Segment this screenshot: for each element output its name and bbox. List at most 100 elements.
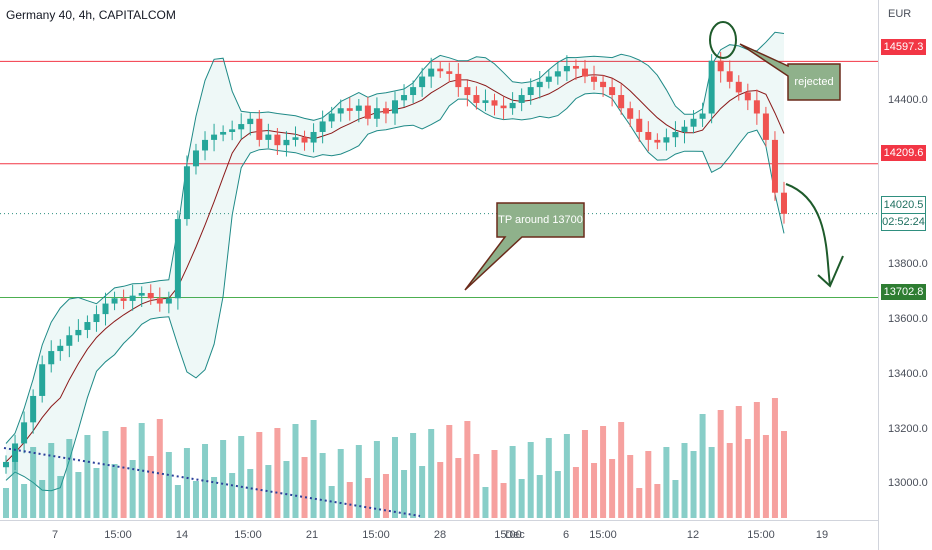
candle-body-26 bbox=[238, 124, 245, 130]
volume-bar-69 bbox=[627, 455, 634, 518]
volume-bar-64 bbox=[581, 430, 588, 518]
candle-body-39 bbox=[355, 105, 362, 111]
candle-body-86 bbox=[781, 192, 787, 214]
y-tick-13400: 13400.0 bbox=[888, 368, 928, 380]
volume-bar-36 bbox=[328, 486, 335, 518]
candle-body-18 bbox=[165, 298, 172, 304]
volume-bar-84 bbox=[762, 435, 769, 518]
volume-bar-80 bbox=[726, 443, 733, 518]
volume-bar-45 bbox=[410, 433, 417, 518]
candle-body-36 bbox=[328, 113, 335, 122]
candle-body-84 bbox=[762, 113, 769, 140]
candle-body-82 bbox=[744, 92, 751, 101]
candle-body-4 bbox=[39, 364, 46, 396]
volume-bar-85 bbox=[771, 398, 778, 518]
volume-bar-37 bbox=[337, 449, 344, 518]
y-tick-13200: 13200.0 bbox=[888, 423, 928, 435]
x-tick-19: 19 bbox=[815, 529, 829, 541]
candle-body-3 bbox=[30, 395, 37, 423]
candle-body-10 bbox=[93, 314, 100, 323]
candle-body-58 bbox=[527, 87, 534, 96]
volume-bar-82 bbox=[744, 439, 751, 518]
candle-body-81 bbox=[735, 81, 742, 93]
candle-body-48 bbox=[437, 68, 444, 72]
volume-bar-18 bbox=[165, 452, 172, 518]
volume-bar-42 bbox=[382, 474, 389, 518]
volume-bar-78 bbox=[708, 447, 715, 518]
volume-bar-35 bbox=[319, 453, 326, 518]
volume-bar-57 bbox=[518, 479, 525, 518]
tp-label: TP around 13700 bbox=[498, 214, 583, 226]
candle-body-66 bbox=[600, 81, 607, 88]
volume-bar-47 bbox=[428, 429, 435, 518]
volume-bar-30 bbox=[274, 428, 281, 518]
y-tick-13600: 13600.0 bbox=[888, 313, 928, 325]
x-tick-1500-e: 15:00 bbox=[589, 529, 617, 541]
trend-dotted-line bbox=[3, 447, 421, 517]
volume-bar-4 bbox=[39, 480, 46, 518]
candle-body-53 bbox=[482, 100, 489, 103]
candle-body-31 bbox=[283, 139, 290, 146]
volume-bar-13 bbox=[120, 427, 127, 518]
x-tick-6: 6 bbox=[562, 529, 570, 541]
candle-body-25 bbox=[229, 129, 236, 132]
volume-bar-71 bbox=[645, 451, 652, 518]
candle-body-0 bbox=[3, 461, 9, 468]
candle-body-29 bbox=[265, 134, 272, 140]
volume-bar-55 bbox=[500, 483, 507, 518]
volume-bar-44 bbox=[401, 470, 408, 518]
volume-bar-65 bbox=[591, 463, 598, 518]
volume-bar-8 bbox=[75, 472, 82, 518]
volume-bar-74 bbox=[672, 480, 679, 518]
candle-body-64 bbox=[581, 68, 588, 77]
volume-bar-22 bbox=[202, 444, 209, 518]
candle-body-19 bbox=[174, 219, 181, 299]
volume-bar-17 bbox=[156, 419, 163, 518]
volume-bar-46 bbox=[419, 466, 426, 518]
y-tick-13800: 13800.0 bbox=[888, 258, 928, 270]
volume-bar-53 bbox=[482, 487, 489, 518]
candle-body-23 bbox=[211, 134, 218, 140]
candle-body-49 bbox=[446, 71, 453, 74]
volume-bar-19 bbox=[174, 485, 181, 518]
candle-body-40 bbox=[364, 105, 371, 119]
volume-bar-16 bbox=[147, 456, 154, 518]
candle-body-37 bbox=[337, 108, 344, 114]
volume-bar-21 bbox=[192, 481, 199, 518]
candle-body-50 bbox=[455, 73, 462, 88]
candle-body-77 bbox=[699, 113, 706, 119]
candle-body-9 bbox=[84, 322, 91, 330]
volume-bar-83 bbox=[753, 402, 760, 518]
volume-bar-32 bbox=[292, 424, 299, 518]
candle-body-13 bbox=[120, 298, 127, 301]
volume-bar-52 bbox=[473, 454, 480, 518]
candle-body-70 bbox=[636, 118, 643, 132]
volume-bar-43 bbox=[392, 437, 398, 518]
candle-body-28 bbox=[256, 118, 263, 140]
volume-bar-26 bbox=[238, 436, 245, 518]
volume-bar-79 bbox=[717, 410, 724, 518]
volume-bar-61 bbox=[554, 471, 561, 518]
candle-body-32 bbox=[292, 137, 299, 140]
candle-body-34 bbox=[310, 131, 317, 143]
volume-bar-48 bbox=[437, 462, 444, 518]
volume-bar-15 bbox=[138, 423, 145, 518]
candle-body-55 bbox=[500, 105, 507, 109]
volume-bar-56 bbox=[509, 446, 516, 518]
x-tick-1500-d: 15:00 bbox=[494, 529, 522, 541]
volume-bar-75 bbox=[681, 443, 688, 518]
candle-body-6 bbox=[57, 345, 64, 352]
volume-bar-11 bbox=[102, 431, 109, 518]
candle-body-54 bbox=[491, 100, 498, 106]
last-price-tag: 14020.5 bbox=[881, 196, 926, 214]
bollinger-lower bbox=[5, 92, 785, 492]
volume-bar-20 bbox=[183, 448, 190, 518]
volume-bar-2 bbox=[21, 484, 28, 518]
candle-body-59 bbox=[536, 81, 543, 88]
candle-body-8 bbox=[75, 329, 82, 336]
candle-body-47 bbox=[428, 68, 435, 77]
x-tick-1500-b: 15:00 bbox=[234, 529, 262, 541]
bollinger-fill bbox=[6, 32, 784, 491]
volume-bar-23 bbox=[211, 477, 218, 518]
